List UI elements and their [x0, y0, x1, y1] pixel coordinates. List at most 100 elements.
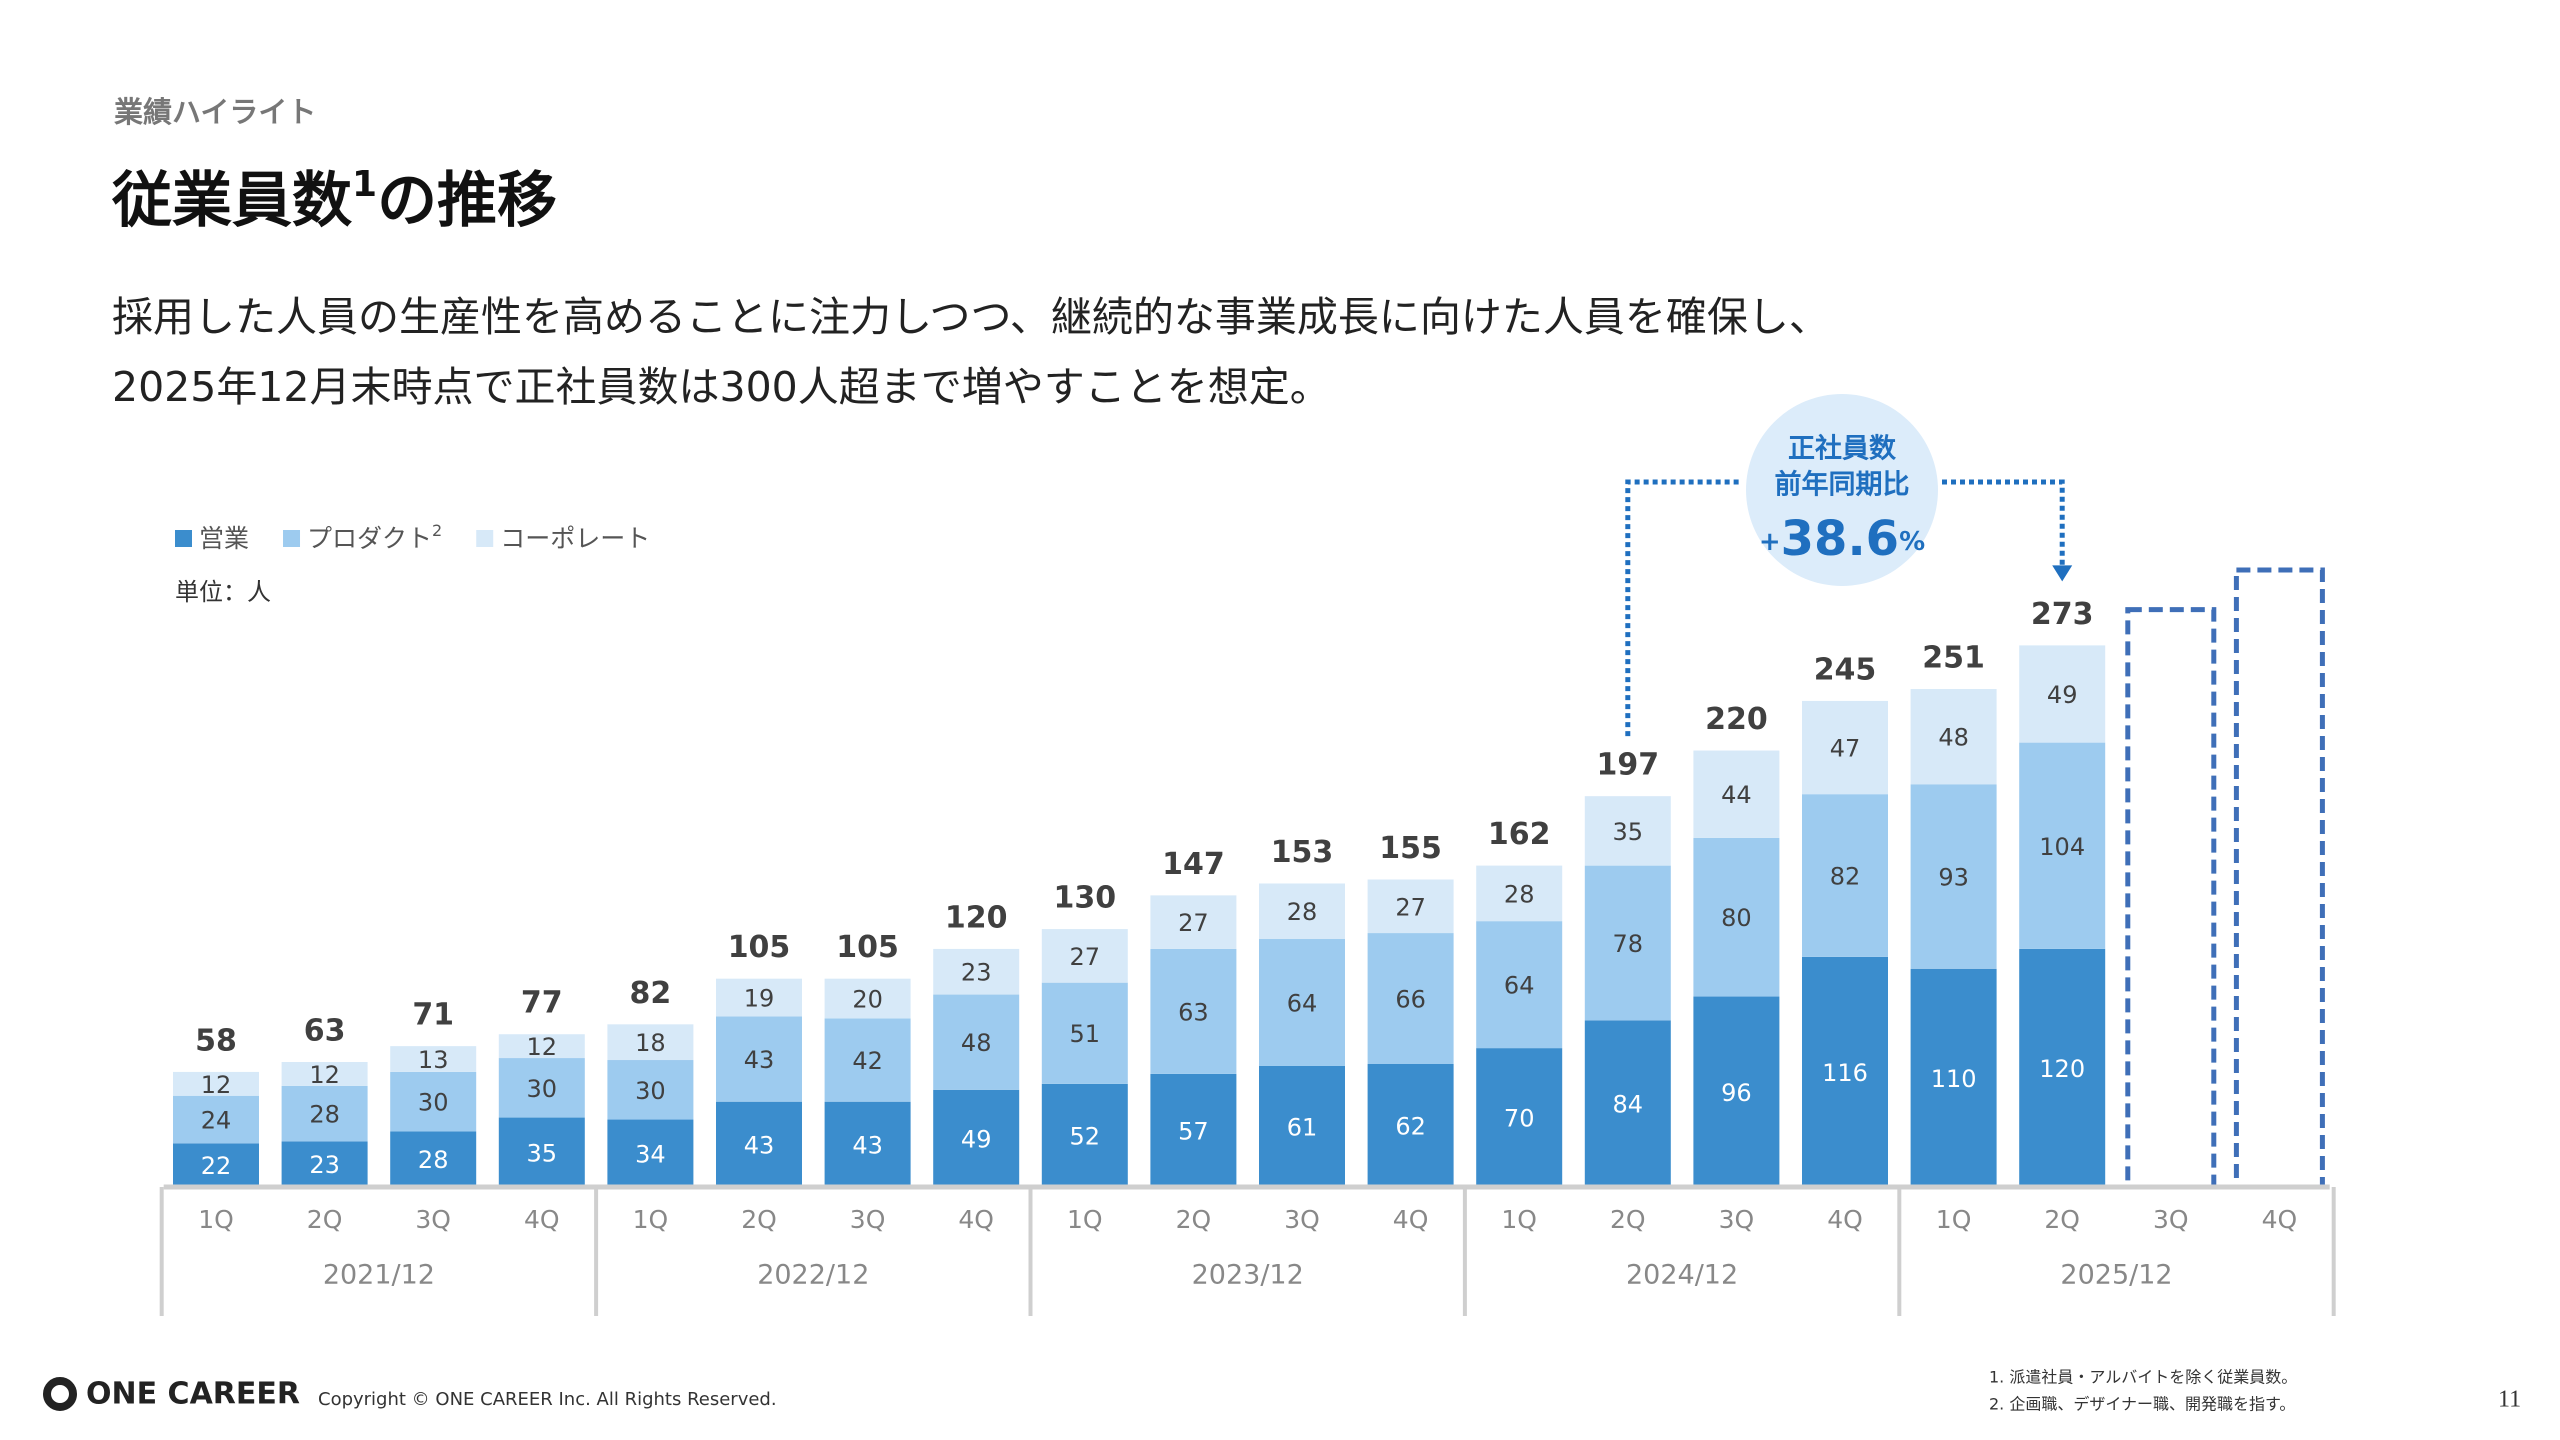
bar-segment: [498, 1058, 585, 1118]
segment-label: 12: [309, 1061, 340, 1089]
bar-segment: [281, 1085, 368, 1142]
total-label: 197: [1596, 748, 1659, 783]
segment-label: 93: [1938, 864, 1969, 892]
x-tick-label: 3Q: [415, 1205, 451, 1234]
x-tick-label: 4Q: [2262, 1205, 2298, 1234]
bar-segment: [1041, 982, 1128, 1084]
callout-circle: [1746, 394, 1938, 586]
bar-segment: [281, 1141, 368, 1187]
bar-segment: [498, 1034, 585, 1059]
legend-swatch: [283, 530, 301, 547]
bar-segment: [824, 1018, 911, 1102]
segment-label: 28: [309, 1101, 340, 1129]
segment-label: 28: [418, 1146, 449, 1174]
total-label: 155: [1379, 831, 1442, 866]
bar-segment: [390, 1131, 477, 1187]
segment-label: 82: [1830, 863, 1861, 891]
footnote: 1. 派遣社員・アルバイトを除く従業員数。: [1989, 1368, 2297, 1387]
bar-segment: [1367, 879, 1454, 934]
total-label: 63: [304, 1014, 346, 1049]
bar-segment: [607, 1024, 694, 1061]
bar-segment: [1584, 796, 1671, 866]
legend-label: 営業: [199, 524, 249, 553]
segment-label: 110: [1931, 1065, 1977, 1093]
bar-segment: [1802, 956, 1888, 1187]
segment-label: 51: [1070, 1020, 1101, 1048]
bar-segment: [2019, 645, 2106, 743]
segment-label: 64: [1504, 972, 1535, 1000]
x-tick-label: 3Q: [1284, 1205, 1320, 1234]
segment-label: 35: [1613, 818, 1644, 846]
x-tick-label: 1Q: [1067, 1205, 1103, 1234]
segment-label: 80: [1721, 904, 1752, 932]
legend-label: プロダクト2: [307, 521, 442, 554]
segment-label: 42: [852, 1047, 883, 1075]
bar-segment: [1693, 750, 1780, 838]
callout-bracket: [1942, 479, 2065, 566]
bar-segment: [1041, 1083, 1128, 1187]
bar-segment: [1476, 921, 1563, 1049]
segment-label: 18: [635, 1029, 666, 1057]
x-tick-label: 1Q: [198, 1205, 234, 1234]
x-tick-label: 2Q: [741, 1205, 777, 1234]
bar-segment: [1367, 1063, 1454, 1187]
legend-text: コーポレート: [500, 524, 650, 553]
bar-segment: [1910, 968, 1997, 1187]
logo-mark: [43, 1377, 77, 1411]
segment-label: 62: [1395, 1112, 1426, 1140]
copyright: Copyright © ONE CAREER Inc. All Rights R…: [318, 1389, 777, 1410]
bar-segment: [716, 1016, 802, 1102]
bar-segment: [498, 1117, 585, 1187]
segment-label: 12: [527, 1033, 558, 1061]
bar-segment: [607, 1060, 694, 1120]
bar-segment: [1476, 865, 1563, 922]
segment-label: 43: [852, 1131, 883, 1159]
segment-label: 63: [1178, 998, 1209, 1026]
title-sup: 1: [352, 164, 377, 205]
callout-number: 38.6: [1781, 511, 1899, 567]
description: 2025年12月末時点で正社員数は300人超まで増やすことを想定。: [112, 363, 1331, 411]
legend-swatch: [175, 530, 192, 547]
x-tick-label: 3Q: [2153, 1205, 2189, 1234]
callout-text: 前年同期比: [1775, 469, 1910, 501]
segment-label: 49: [2047, 681, 2078, 709]
legend-sup: 2: [432, 521, 442, 540]
segment-label: 48: [1938, 724, 1969, 752]
segment-label: 52: [1070, 1122, 1101, 1150]
bar-segment: [716, 978, 802, 1017]
bar-segment: [824, 978, 911, 1019]
total-label: 245: [1814, 652, 1877, 687]
title-text: 従業員数: [111, 166, 352, 236]
callout-value: +38.6%: [1759, 511, 1925, 567]
bar-segment: [824, 1101, 911, 1187]
callout-bracket: [1625, 479, 1742, 737]
segment-label: 22: [201, 1152, 232, 1180]
segment-label: 43: [744, 1131, 775, 1159]
bar-segment: [1259, 939, 1345, 1066]
group-label: 2023/12: [1192, 1260, 1304, 1291]
bar-segment: [390, 1046, 477, 1072]
total-label: 77: [521, 986, 563, 1021]
x-tick-label: 4Q: [1393, 1205, 1429, 1234]
total-label: 130: [1053, 881, 1116, 916]
x-tick-label: 4Q: [524, 1205, 560, 1234]
segment-label: 44: [1721, 781, 1752, 809]
total-label: 105: [728, 930, 791, 965]
bar-segment: [2019, 948, 2106, 1187]
total-label: 147: [1162, 847, 1225, 882]
segment-label: 13: [418, 1046, 449, 1074]
segment-label: 43: [744, 1046, 775, 1074]
section-label: 業績ハイライト: [114, 95, 316, 129]
segment-label: 27: [1070, 943, 1101, 971]
bar-segment: [1150, 1073, 1237, 1187]
bar-segment: [173, 1095, 259, 1144]
x-tick-label: 4Q: [958, 1205, 994, 1234]
segment-label: 120: [2039, 1055, 2085, 1083]
segment-label: 116: [1822, 1059, 1868, 1087]
segment-label: 19: [744, 985, 775, 1013]
description: 採用した人員の生産性を高めることに注力しつつ、継続的な事業成長に向けた人員を確保…: [112, 293, 1830, 341]
segment-label: 48: [961, 1029, 992, 1057]
footnote: 2. 企画職、デザイナー職、開発職を指す。: [1989, 1395, 2295, 1414]
x-tick-label: 2Q: [307, 1205, 343, 1234]
segment-label: 57: [1178, 1117, 1209, 1145]
